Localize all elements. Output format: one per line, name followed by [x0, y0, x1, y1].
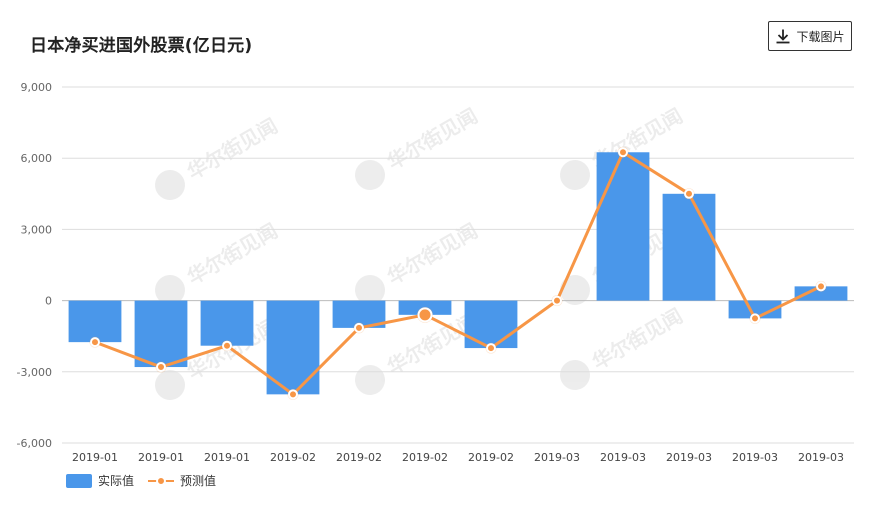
bar	[596, 152, 650, 301]
download-image-button[interactable]: 下载图片	[768, 21, 852, 51]
forecast-point	[90, 337, 100, 348]
bar	[464, 300, 518, 349]
watermark-text: 华尔街见闻	[588, 304, 687, 375]
forecast-line	[94, 150, 822, 396]
y-tick-label: 9,000	[21, 81, 53, 94]
legend-bar-swatch	[66, 473, 92, 488]
bar-series	[68, 152, 848, 395]
y-tick-label: -6,000	[17, 437, 52, 450]
x-tick-label: 2019-01	[138, 451, 184, 464]
x-tick-label: 2019-02	[270, 451, 316, 464]
watermark-logo	[155, 170, 185, 200]
x-tick-label: 2019-02	[468, 451, 514, 464]
forecast-point	[354, 322, 364, 333]
bar	[728, 300, 782, 319]
x-tick-label: 2019-01	[204, 451, 250, 464]
watermark-logo	[155, 370, 185, 400]
legend-label-actual: 实际值	[98, 474, 135, 488]
y-axis-labels: 9,000 6,000 3,000 0 -3,000 -6,000	[17, 81, 52, 450]
bar	[68, 300, 122, 343]
legend-line-swatch	[148, 474, 175, 488]
watermark-logo	[560, 275, 590, 305]
y-tick-label: 3,000	[21, 223, 53, 236]
x-tick-label: 2019-03	[798, 451, 844, 464]
download-icon	[776, 29, 790, 44]
watermark: 华尔街见闻	[355, 219, 482, 305]
forecast-point	[486, 343, 496, 354]
watermark: 华尔街见闻	[355, 104, 482, 190]
forecast-point	[684, 188, 694, 199]
watermark-text: 华尔街见闻	[183, 114, 282, 185]
x-tick-label: 2019-02	[336, 451, 382, 464]
watermark-logo	[355, 275, 385, 305]
watermark-logo	[155, 275, 185, 305]
y-tick-label: 6,000	[21, 152, 53, 165]
bar	[662, 193, 716, 301]
forecast-point	[156, 362, 166, 373]
download-label: 下载图片	[796, 29, 845, 44]
forecast-point	[222, 340, 232, 351]
forecast-point	[552, 295, 562, 306]
x-axis-labels: 2019-01 2019-01 2019-01 2019-02 2019-02 2019-…	[72, 451, 844, 464]
x-tick-label: 2019-02	[402, 451, 448, 464]
legend: 实际值 预测值	[66, 472, 216, 489]
x-tick-label: 2019-03	[666, 451, 712, 464]
watermark-logo	[355, 365, 385, 395]
bar	[134, 300, 188, 368]
forecast-point	[816, 281, 826, 292]
forecast-point	[618, 147, 628, 158]
forecast-point	[288, 389, 298, 400]
watermark-logo	[560, 360, 590, 390]
legend-item-forecast[interactable]: 预测值	[148, 472, 216, 489]
legend-label-forecast: 预测值	[180, 474, 217, 488]
watermark: 华尔街见闻	[560, 304, 687, 390]
watermark-logo	[355, 160, 385, 190]
y-tick-label: 0	[45, 295, 52, 308]
bar	[200, 300, 254, 346]
x-tick-label: 2019-01	[72, 451, 118, 464]
forecast-point	[750, 313, 760, 324]
watermark-text: 华尔街见闻	[383, 104, 482, 175]
x-tick-label: 2019-03	[732, 451, 778, 464]
line-series	[89, 146, 827, 400]
watermark: 华尔街见闻	[155, 219, 282, 305]
grid-lines	[62, 86, 854, 444]
y-tick-label: -3,000	[17, 366, 52, 379]
watermark-logo	[560, 159, 590, 190]
x-tick-label: 2019-03	[534, 451, 580, 464]
x-tick-label: 2019-03	[600, 451, 646, 464]
forecast-point	[417, 307, 433, 323]
bar	[794, 286, 848, 301]
chart-title: 日本净买进国外股票(亿日元)	[30, 36, 253, 56]
legend-item-actual[interactable]: 实际值	[66, 472, 134, 489]
